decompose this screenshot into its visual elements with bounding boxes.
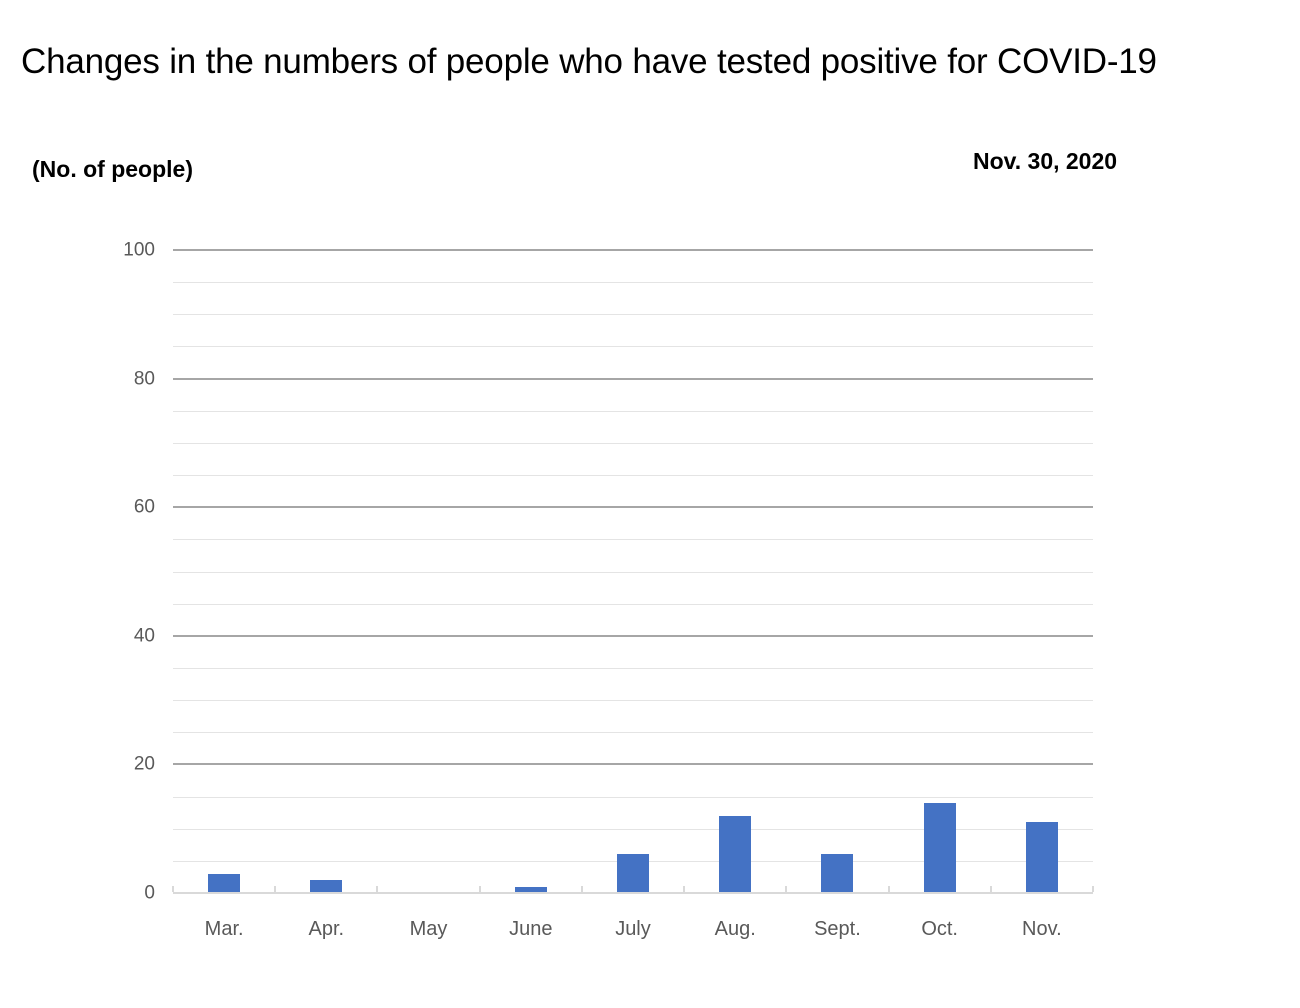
x-tick-label: Aug. bbox=[714, 918, 756, 940]
bar-nov bbox=[1026, 822, 1058, 893]
major-gridline bbox=[173, 378, 1093, 380]
y-tick-label: 80 bbox=[133, 368, 155, 390]
plot-area bbox=[172, 249, 1094, 894]
bar-apr bbox=[310, 880, 342, 893]
x-axis-tick bbox=[683, 886, 685, 892]
bar-july bbox=[617, 854, 649, 893]
bar-aug bbox=[719, 816, 751, 893]
major-gridline bbox=[173, 635, 1093, 637]
y-tick-label: 20 bbox=[133, 753, 155, 775]
y-axis-labels: 0 20 40 60 80 100 bbox=[0, 241, 155, 903]
y-tick-label: 60 bbox=[133, 496, 155, 518]
minor-gridline bbox=[173, 411, 1093, 412]
x-axis-tick bbox=[1092, 886, 1094, 892]
x-tick-label: Nov. bbox=[1022, 918, 1062, 940]
x-tick-label: May bbox=[409, 918, 448, 940]
y-tick-label: 100 bbox=[123, 239, 155, 261]
x-axis-line bbox=[173, 892, 1093, 894]
minor-gridline bbox=[173, 346, 1093, 347]
x-axis-tick bbox=[376, 886, 378, 892]
x-axis-labels: Mar. Apr. May June July Aug. Sept. Oct. Nov. bbox=[173, 916, 1093, 948]
minor-gridline bbox=[173, 797, 1093, 798]
major-gridline bbox=[173, 506, 1093, 508]
major-gridline bbox=[173, 249, 1093, 251]
x-tick-label: July bbox=[615, 918, 651, 940]
minor-gridline bbox=[173, 732, 1093, 733]
minor-gridline bbox=[173, 668, 1093, 669]
major-gridline bbox=[173, 763, 1093, 765]
y-tick-label: 40 bbox=[133, 625, 155, 647]
x-tick-label: Mar. bbox=[204, 918, 244, 940]
x-tick-label: Apr. bbox=[308, 918, 345, 940]
x-tick-label: June bbox=[509, 918, 553, 940]
minor-gridline bbox=[173, 314, 1093, 315]
date-annotation: Nov. 30, 2020 bbox=[973, 148, 1118, 174]
x-axis-tick bbox=[479, 886, 481, 892]
minor-gridline bbox=[173, 539, 1093, 540]
bar-mar bbox=[208, 874, 240, 893]
x-axis-tick bbox=[990, 886, 992, 892]
x-axis-tick bbox=[888, 886, 890, 892]
minor-gridline bbox=[173, 282, 1093, 283]
x-axis-tick bbox=[274, 886, 276, 892]
minor-gridline bbox=[173, 572, 1093, 573]
bar-june bbox=[515, 887, 547, 893]
y-tick-label: 0 bbox=[144, 882, 155, 904]
minor-gridline bbox=[173, 700, 1093, 701]
minor-gridline bbox=[173, 829, 1093, 830]
bar-sept bbox=[821, 854, 853, 893]
minor-gridline bbox=[173, 443, 1093, 444]
x-axis-tick bbox=[172, 886, 174, 892]
x-axis-tick bbox=[581, 886, 583, 892]
minor-gridline bbox=[173, 604, 1093, 605]
x-tick-label: Oct. bbox=[921, 918, 958, 940]
chart-title: Changes in the numbers of people who hav… bbox=[21, 42, 1157, 81]
y-axis-unit-label: (No. of people) bbox=[32, 156, 193, 182]
minor-gridline bbox=[173, 475, 1093, 476]
x-axis-tick bbox=[785, 886, 787, 892]
bar-oct bbox=[924, 803, 956, 893]
x-tick-label: Sept. bbox=[814, 918, 861, 940]
